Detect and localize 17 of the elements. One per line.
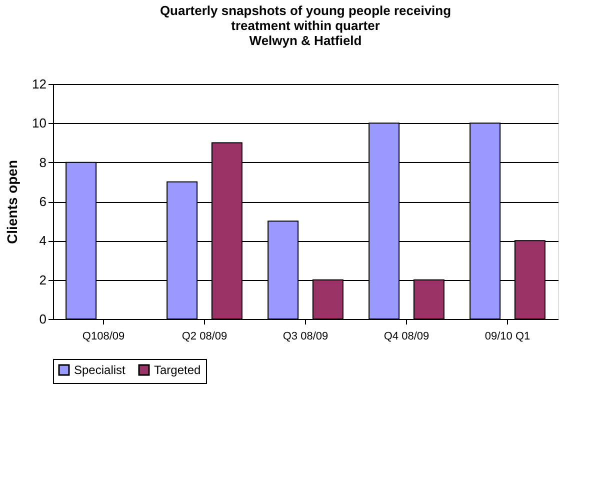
y-tick-label: 4 [39,233,46,248]
legend-label: Specialist [74,363,126,377]
y-tick-label: 0 [39,312,46,326]
y-tick-label: 8 [39,154,46,170]
legend-label: Targeted [154,363,201,377]
y-tick-label: 2 [39,272,46,288]
y-tick-label: 10 [32,116,46,131]
y-tick-label: 6 [39,194,46,209]
chart-title: Quarterly snapshots of young people receiving treatment within quarter [160,3,452,33]
x-tick-label: Q2 08/09 [182,330,228,342]
x-tick-label: 09/10 Q1 [484,330,530,342]
x-tick-label: Q108/09 [82,330,125,342]
y-axis-title: Clients open [4,160,20,244]
chart-subtitle: Welwyn & Hatfield [249,33,362,48]
x-tick-label: Q4 08/09 [384,330,430,342]
y-tick-label: 12 [32,76,46,92]
x-tick-label: Q3 08/09 [282,330,328,342]
